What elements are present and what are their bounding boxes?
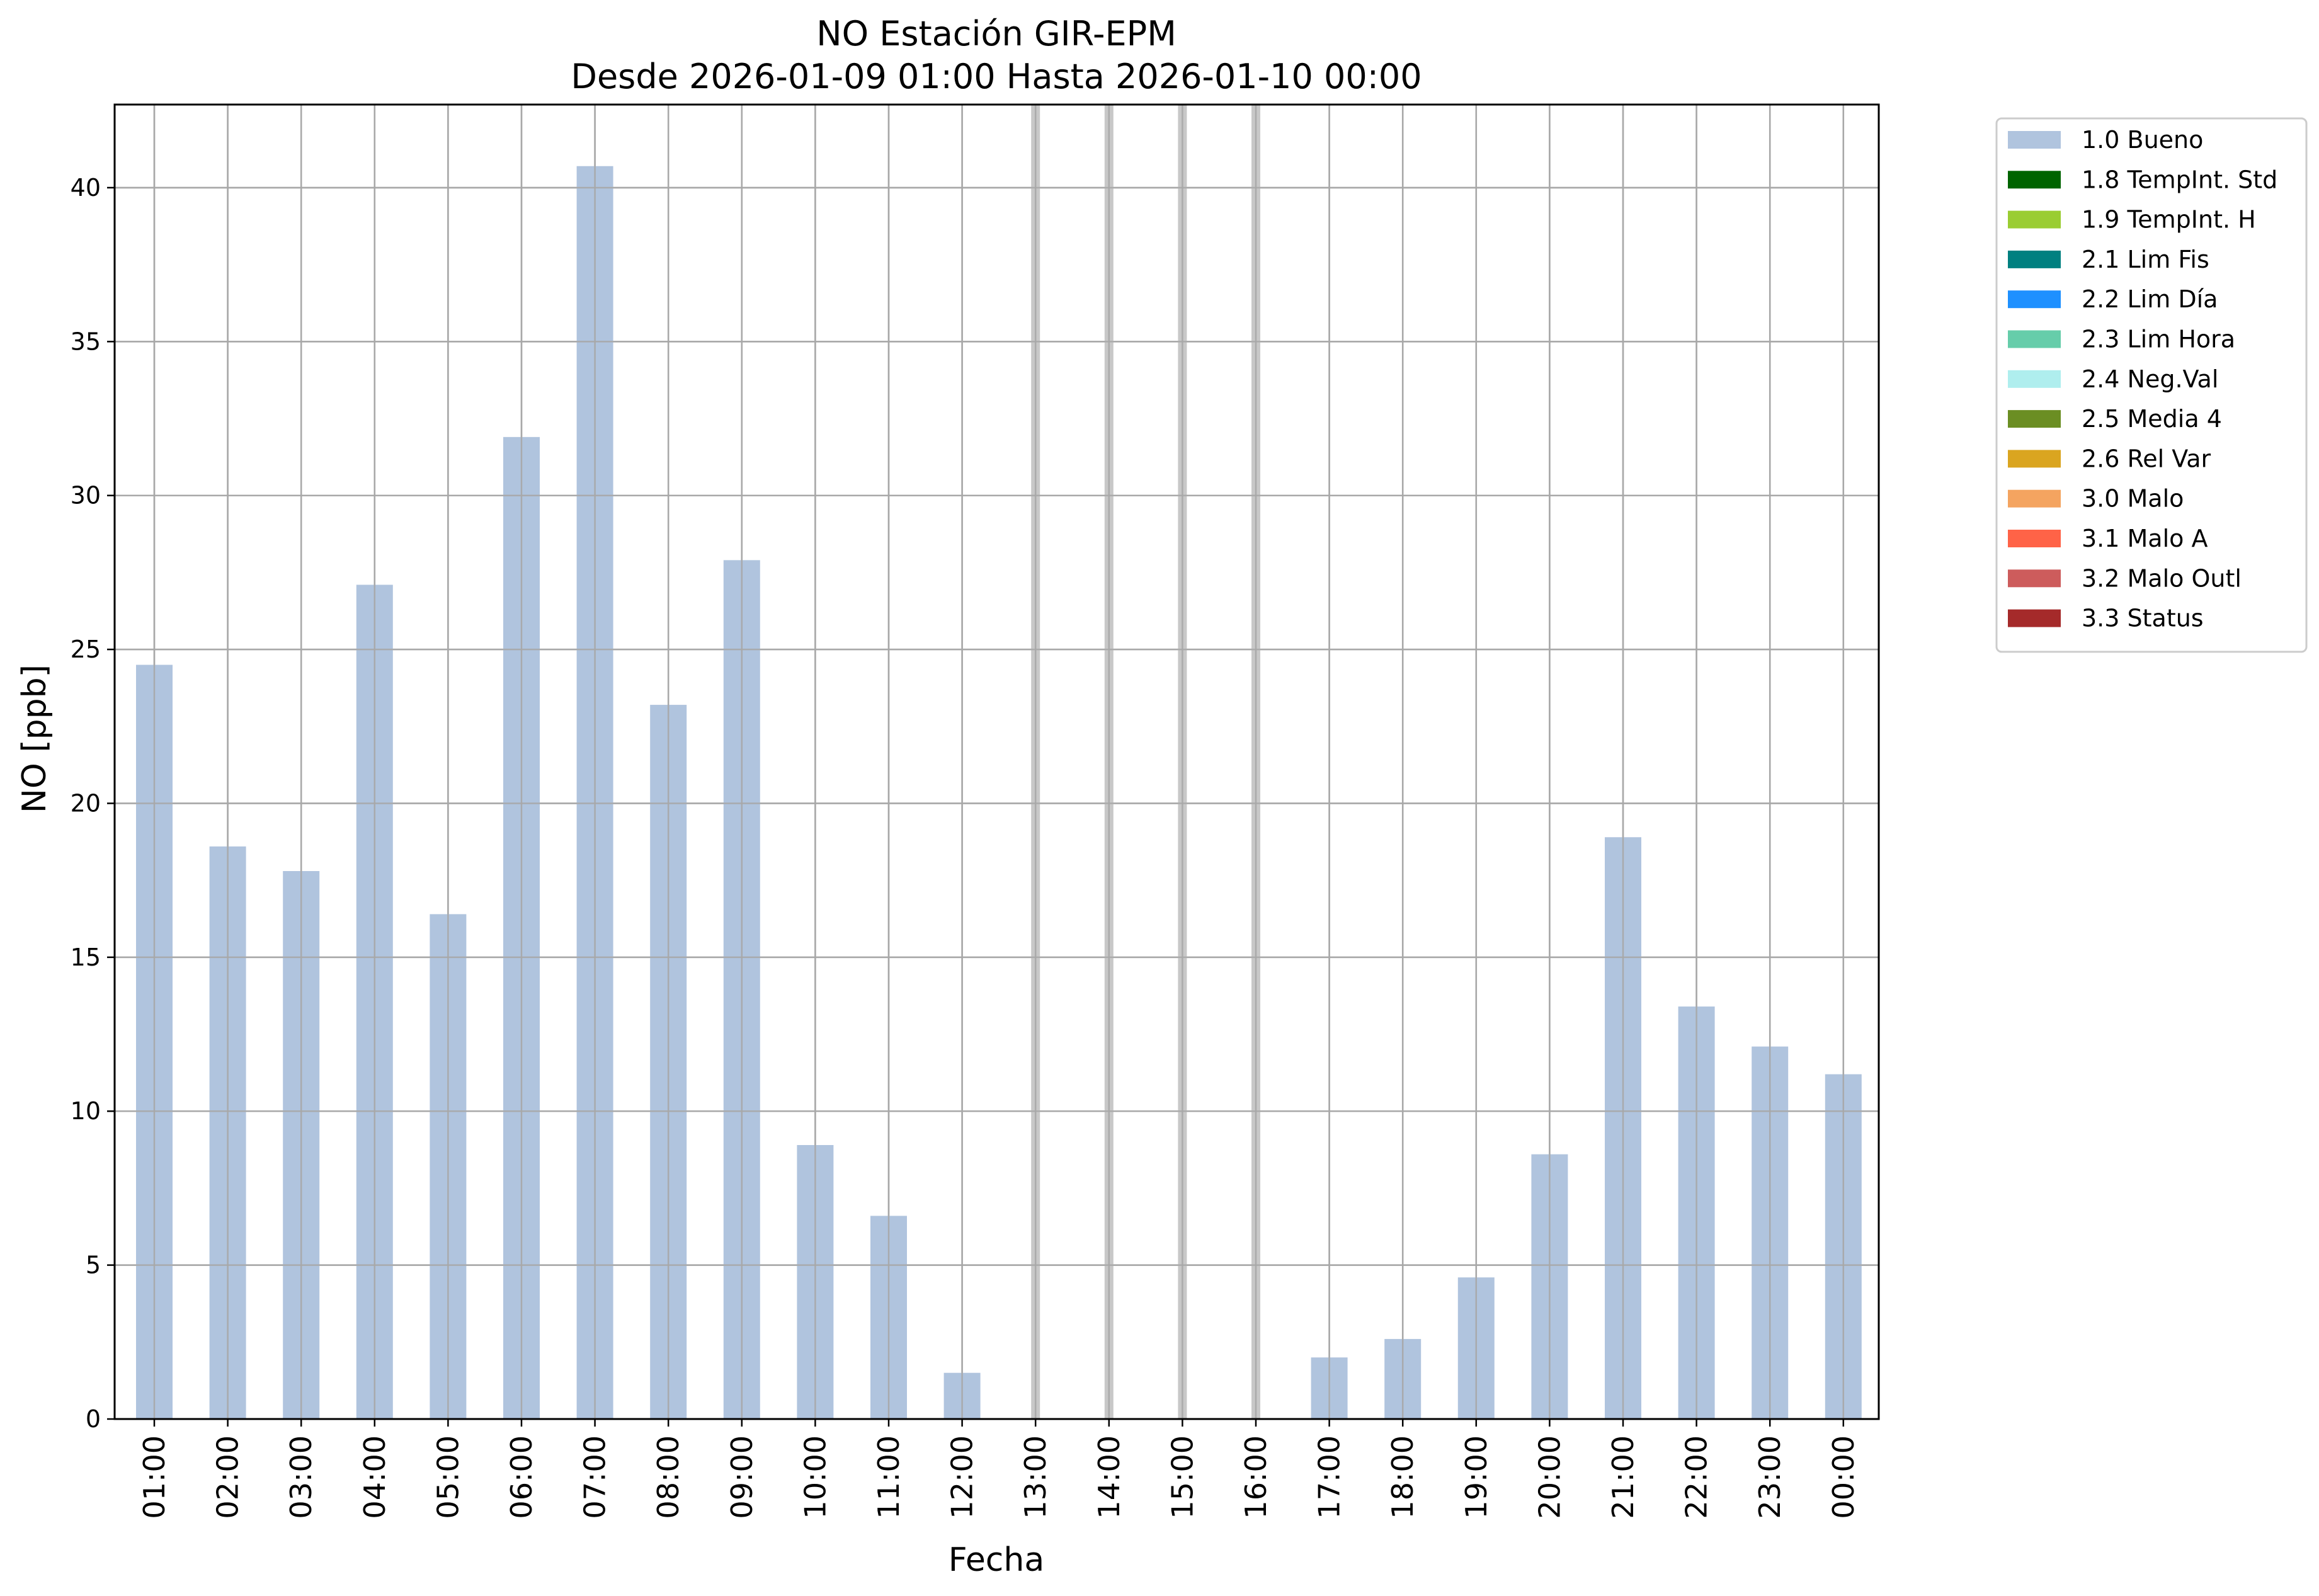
legend-label: 1.9 TempInt. H bbox=[2082, 206, 2256, 234]
y-axis-label: NO [ppb] bbox=[16, 664, 54, 813]
legend-swatch bbox=[2008, 489, 2061, 508]
chart-subtitle: Desde 2026-01-09 01:00 Hasta 2026-01-10 … bbox=[571, 57, 1422, 96]
plot-frame bbox=[113, 103, 1880, 1420]
legend-label: 3.1 Malo A bbox=[2082, 525, 2208, 552]
y-tick-label: 10 bbox=[71, 1097, 101, 1125]
x-tick-label: 23:00 bbox=[1753, 1435, 1787, 1519]
legend-swatch bbox=[2008, 250, 2061, 268]
x-tick-label: 21:00 bbox=[1606, 1435, 1640, 1519]
y-tick-label: 25 bbox=[71, 636, 101, 663]
legend-item: 1.8 TempInt. Std bbox=[2008, 166, 2277, 193]
legend-item: 1.9 TempInt. H bbox=[2008, 206, 2256, 234]
x-axis-ticks: 01:00 02:00 03:00 04:00 05:00 06:00 07:00 08:00… bbox=[137, 1419, 1860, 1519]
legend-swatch bbox=[2008, 569, 2061, 588]
legend-swatch bbox=[2008, 171, 2061, 189]
x-tick-label: 07:00 bbox=[578, 1435, 612, 1519]
legend-swatch bbox=[2008, 450, 2061, 468]
legend-swatch bbox=[2008, 330, 2061, 348]
legend: 1.0 Bueno 1.8 TempInt. Std 1.9 TempInt. H 2… bbox=[1995, 117, 2308, 653]
legend-swatch bbox=[2008, 410, 2061, 428]
legend-item: 2.5 Media 4 bbox=[2008, 405, 2222, 433]
legend-label: 3.2 Malo Outl bbox=[2082, 564, 2242, 592]
legend-swatch bbox=[2008, 609, 2061, 627]
legend-label: 1.0 Bueno bbox=[2082, 126, 2203, 154]
legend-item: 3.3 Status bbox=[2008, 605, 2204, 632]
x-tick-label: 17:00 bbox=[1313, 1435, 1347, 1519]
x-tick-label: 14:00 bbox=[1092, 1435, 1126, 1519]
legend-label: 2.2 Lim Día bbox=[2082, 285, 2218, 313]
x-tick-label: 01:00 bbox=[137, 1435, 171, 1519]
x-tick-label: 12:00 bbox=[945, 1435, 979, 1519]
x-tick-label: 16:00 bbox=[1239, 1435, 1273, 1519]
x-tick-label: 03:00 bbox=[284, 1435, 318, 1519]
x-tick-label: 05:00 bbox=[431, 1435, 465, 1519]
y-tick-label: 35 bbox=[71, 328, 101, 355]
x-tick-label: 02:00 bbox=[211, 1435, 245, 1519]
legend-item: 2.6 Rel Var bbox=[2008, 445, 2211, 472]
legend-item: 3.1 Malo A bbox=[2008, 525, 2208, 552]
y-tick-label: 0 bbox=[86, 1405, 101, 1433]
legend-item: 2.3 Lim Hora bbox=[2008, 326, 2235, 353]
legend-label: 1.8 TempInt. Std bbox=[2082, 166, 2277, 193]
legend-label: 2.3 Lim Hora bbox=[2082, 326, 2235, 353]
legend-swatch bbox=[2008, 131, 2061, 149]
legend-item: 3.2 Malo Outl bbox=[2008, 564, 2242, 592]
x-tick-label: 18:00 bbox=[1386, 1435, 1420, 1519]
bars bbox=[136, 166, 1862, 1420]
x-tick-label: 06:00 bbox=[504, 1435, 538, 1519]
legend-label: 2.6 Rel Var bbox=[2082, 445, 2211, 472]
y-tick-label: 40 bbox=[71, 174, 101, 202]
legend-swatch bbox=[2008, 370, 2061, 388]
x-axis-label: Fecha bbox=[949, 1541, 1044, 1579]
legend-label: 2.4 Neg.Val bbox=[2082, 365, 2218, 393]
x-tick-label: 15:00 bbox=[1165, 1435, 1199, 1519]
y-tick-label: 5 bbox=[86, 1251, 101, 1279]
x-tick-label: 00:00 bbox=[1826, 1435, 1860, 1519]
legend-item: 2.2 Lim Día bbox=[2008, 285, 2218, 313]
x-tick-label: 19:00 bbox=[1459, 1435, 1493, 1519]
x-tick-label: 04:00 bbox=[358, 1435, 392, 1519]
chart-title: NO Estación GIR-EPM bbox=[816, 14, 1177, 54]
legend-item: 2.1 Lim Fis bbox=[2008, 246, 2209, 273]
legend-swatch bbox=[2008, 530, 2061, 547]
x-tick-label: 09:00 bbox=[725, 1435, 759, 1519]
legend-label: 3.0 Malo bbox=[2082, 485, 2184, 513]
legend-item: 3.0 Malo bbox=[2008, 485, 2184, 513]
legend-label: 2.1 Lim Fis bbox=[2082, 246, 2209, 273]
x-tick-label: 11:00 bbox=[872, 1435, 906, 1519]
y-axis-ticks: 0 5 10 15 20 25 30 35 40 bbox=[71, 174, 115, 1433]
legend-label: 2.5 Media 4 bbox=[2082, 405, 2222, 433]
x-tick-label: 22:00 bbox=[1680, 1435, 1714, 1519]
legend-item: 1.0 Bueno bbox=[2008, 126, 2203, 154]
y-tick-label: 30 bbox=[71, 482, 101, 510]
x-tick-label: 20:00 bbox=[1532, 1435, 1566, 1519]
legend-swatch bbox=[2008, 210, 2061, 229]
y-tick-label: 15 bbox=[71, 943, 101, 971]
x-tick-label: 13:00 bbox=[1018, 1435, 1052, 1519]
x-tick-label: 10:00 bbox=[798, 1435, 832, 1519]
legend-item: 2.4 Neg.Val bbox=[2008, 365, 2218, 393]
legend-swatch bbox=[2008, 290, 2061, 309]
y-tick-label: 20 bbox=[71, 789, 101, 817]
x-tick-label: 08:00 bbox=[651, 1435, 685, 1519]
legend-label: 3.3 Status bbox=[2082, 605, 2204, 632]
legend-box bbox=[1995, 117, 2308, 653]
grid-lines-over bbox=[115, 105, 1879, 1420]
